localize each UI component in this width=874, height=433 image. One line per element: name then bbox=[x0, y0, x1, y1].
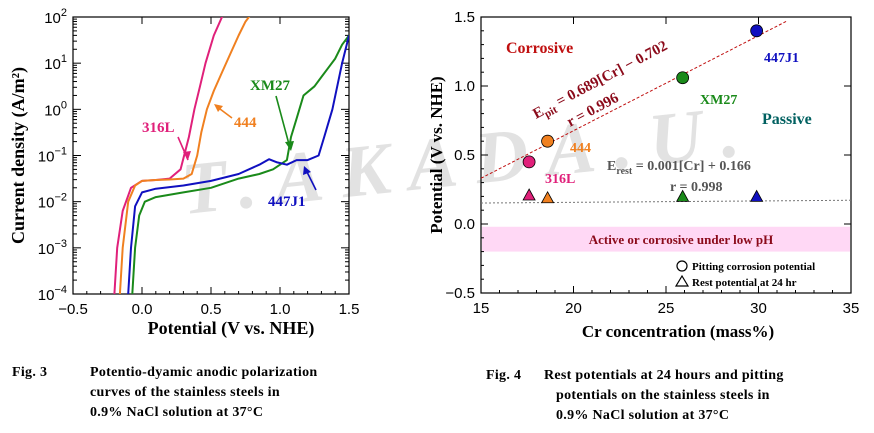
fig4-x-tick-label: 25 bbox=[658, 300, 675, 317]
fig3-y-axis-label: Current density (A/m²) bbox=[8, 67, 29, 244]
fig4-y-axis-label: Potential (V vs. NHE) bbox=[427, 76, 446, 233]
fig3-x-tick-label: 1.0 bbox=[270, 301, 291, 318]
arrow-head-xm27 bbox=[285, 141, 294, 151]
rest-point-316l bbox=[522, 188, 536, 201]
pitting-point-xm27 bbox=[676, 71, 690, 85]
fig4-label-444: 444 bbox=[570, 141, 591, 156]
series-xm27-curve bbox=[131, 34, 349, 294]
label-447j1: 447J1 bbox=[268, 194, 306, 210]
fig4-caption-line3: 0.9% NaCl solution at 37°C bbox=[556, 408, 730, 423]
fig4-x-tick-label: 15 bbox=[473, 300, 490, 317]
series-444-curve bbox=[118, 17, 251, 294]
pitting-point-444 bbox=[541, 134, 554, 148]
fig4-x-tick-label: 20 bbox=[565, 300, 582, 317]
rest-fit-line bbox=[480, 199, 852, 204]
fig4-caption-line1: Rest potentials at 24 hours and pitting bbox=[544, 368, 784, 383]
legend-pitting-text: Pitting corrosion potential bbox=[692, 261, 815, 273]
rest-point-447j1 bbox=[749, 189, 764, 202]
fig4-caption: Fig. 4 Rest potentials at 24 hours and pi… bbox=[486, 366, 874, 426]
arrow-head-444 bbox=[214, 104, 223, 112]
fig4-y-tick-label: 0.0 bbox=[454, 216, 475, 233]
corrosive-label: Corrosive bbox=[506, 40, 573, 57]
pitting-point-447j1 bbox=[750, 24, 764, 38]
fig3-caption-line1: Potentio-dyamic anodic polarization bbox=[90, 365, 318, 380]
label-444: 444 bbox=[234, 115, 257, 131]
legend-rest-text: Rest potential at 24 hr bbox=[692, 277, 797, 289]
arrow-xm27 bbox=[275, 95, 291, 149]
fig4-caption-number: Fig. 4 bbox=[486, 368, 522, 383]
fig3-caption-number: Fig. 3 bbox=[12, 365, 48, 380]
fig4-label-xm27: XM27 bbox=[700, 93, 737, 108]
fig3-caption: Fig. 3 Potentio-dyamic anodic polarizatio… bbox=[12, 363, 412, 423]
legend-rest-marker bbox=[674, 274, 690, 287]
fig4-potential-chart: Active or corrosive under low pH 15 20 25 30… bbox=[427, 9, 860, 341]
label-xm27: XM27 bbox=[250, 78, 290, 94]
fig3-caption-line2: curves of the stainless steels in bbox=[90, 385, 280, 400]
fig3-y-tick-label: 10−4 bbox=[38, 284, 67, 304]
passive-label: Passive bbox=[762, 111, 812, 128]
fig4-x-tick-label: 30 bbox=[750, 300, 767, 317]
arrow-head-316l bbox=[183, 151, 191, 160]
fig3-caption-line3: 0.9% NaCl solution at 37°C bbox=[90, 405, 264, 420]
band-label: Active or corrosive under low pH bbox=[589, 232, 774, 247]
fig3-y-tick-label: 101 bbox=[44, 53, 67, 73]
arrow-head-447j1 bbox=[303, 166, 311, 175]
fig4-y-tick-label: 1.0 bbox=[454, 78, 475, 95]
fig3-y-tick-label: 10−2 bbox=[38, 192, 67, 212]
fig4-y-tick-label: 1.5 bbox=[454, 9, 475, 26]
legend-pitting-marker bbox=[676, 260, 688, 272]
fig3-x-axis-label: Potential (V vs. NHE) bbox=[148, 318, 315, 339]
rest-point-444 bbox=[540, 190, 555, 204]
fig4-y-tick-label: 0.5 bbox=[454, 147, 475, 164]
series-316l-curve bbox=[113, 17, 224, 294]
fig4-caption-line2: potentials on the stainless steels in bbox=[556, 388, 770, 403]
fig3-polarization-chart: −0.5 0.0 0.5 1.0 1.5 102 101 100 10−1 10−2 10−3 10−… bbox=[8, 7, 360, 339]
label-316l: 316L bbox=[142, 120, 175, 136]
pitting-fit-line bbox=[481, 20, 787, 179]
fig3-x-tick-label: −0.5 bbox=[58, 301, 88, 318]
arrow-447j1 bbox=[305, 169, 317, 191]
fig3-x-tick-label: 0.0 bbox=[132, 301, 153, 318]
rest-point-xm27 bbox=[675, 189, 690, 202]
fig4-x-axis-label: Cr concentration (mass%) bbox=[582, 322, 774, 341]
fig3-plot-frame bbox=[72, 16, 350, 295]
fig3-y-tick-label: 100 bbox=[44, 99, 67, 119]
fig3-y-tick-label: 10−1 bbox=[38, 146, 67, 166]
fig4-x-tick-label: 35 bbox=[843, 300, 860, 317]
rest-equation: Erest = 0.001[Cr] + 0.166 bbox=[607, 159, 751, 177]
fig3-y-tick-label: 102 bbox=[44, 7, 67, 27]
fig3-x-tick-label: 0.5 bbox=[201, 301, 222, 318]
fig4-label-447j1: 447J1 bbox=[764, 51, 799, 66]
fig3-y-tick-label: 10−3 bbox=[38, 238, 67, 258]
pitting-point-316l bbox=[522, 155, 536, 169]
low-ph-band bbox=[482, 226, 850, 252]
fig3-x-tick-label: 1.5 bbox=[339, 301, 360, 318]
series-447j1-curve bbox=[127, 35, 349, 294]
fig4-y-tick-label: −0.5 bbox=[445, 285, 475, 302]
rest-r-value: r = 0.998 bbox=[670, 180, 722, 195]
fig4-label-316l: 316L bbox=[545, 172, 575, 187]
